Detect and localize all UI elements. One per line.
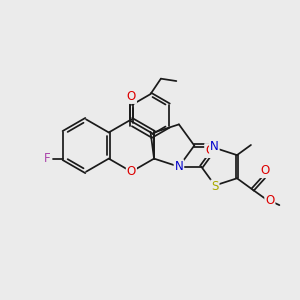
Text: N: N	[175, 160, 183, 173]
Text: F: F	[44, 152, 51, 165]
Text: O: O	[260, 164, 269, 177]
Text: O: O	[127, 90, 136, 103]
Text: S: S	[211, 180, 219, 194]
Text: O: O	[127, 165, 136, 178]
Text: O: O	[205, 144, 214, 157]
Text: O: O	[265, 194, 274, 207]
Text: N: N	[210, 140, 219, 153]
